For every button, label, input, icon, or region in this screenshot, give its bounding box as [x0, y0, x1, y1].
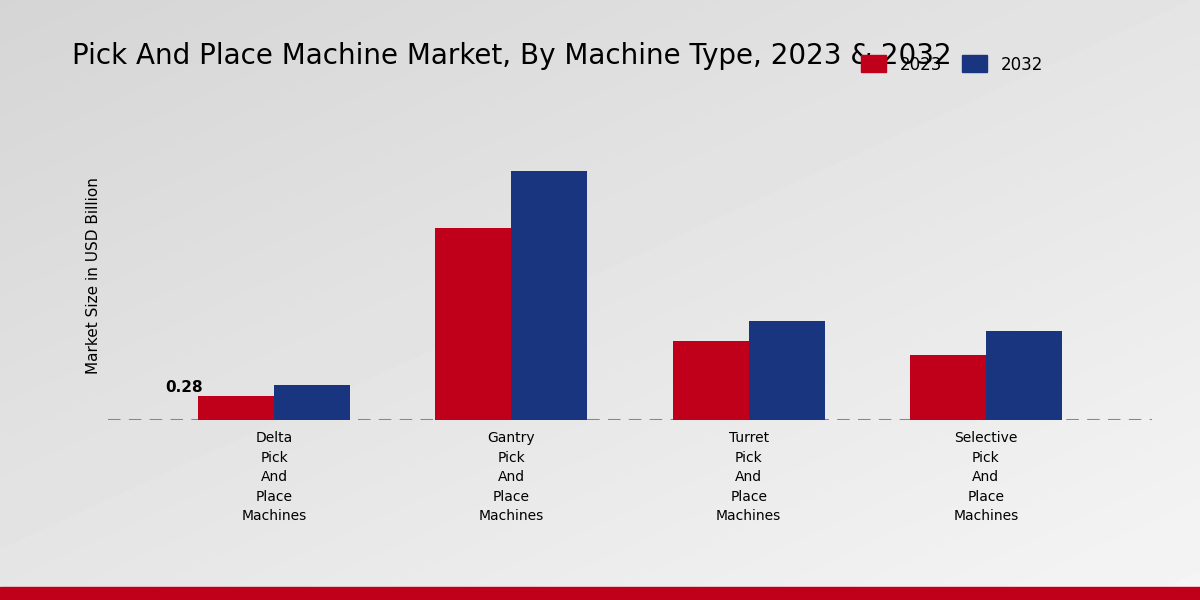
Bar — [910, 355, 986, 420]
Bar — [198, 395, 274, 420]
Text: 0.28: 0.28 — [166, 380, 203, 395]
Y-axis label: Market Size in USD Billion: Market Size in USD Billion — [86, 178, 101, 374]
Bar — [274, 385, 350, 420]
Bar — [986, 331, 1062, 420]
Bar — [436, 228, 511, 420]
Bar — [673, 341, 749, 420]
Bar — [749, 322, 824, 420]
Legend: 2023, 2032: 2023, 2032 — [857, 50, 1048, 79]
Bar — [511, 171, 587, 420]
Text: Pick And Place Machine Market, By Machine Type, 2023 & 2032: Pick And Place Machine Market, By Machin… — [72, 42, 952, 70]
